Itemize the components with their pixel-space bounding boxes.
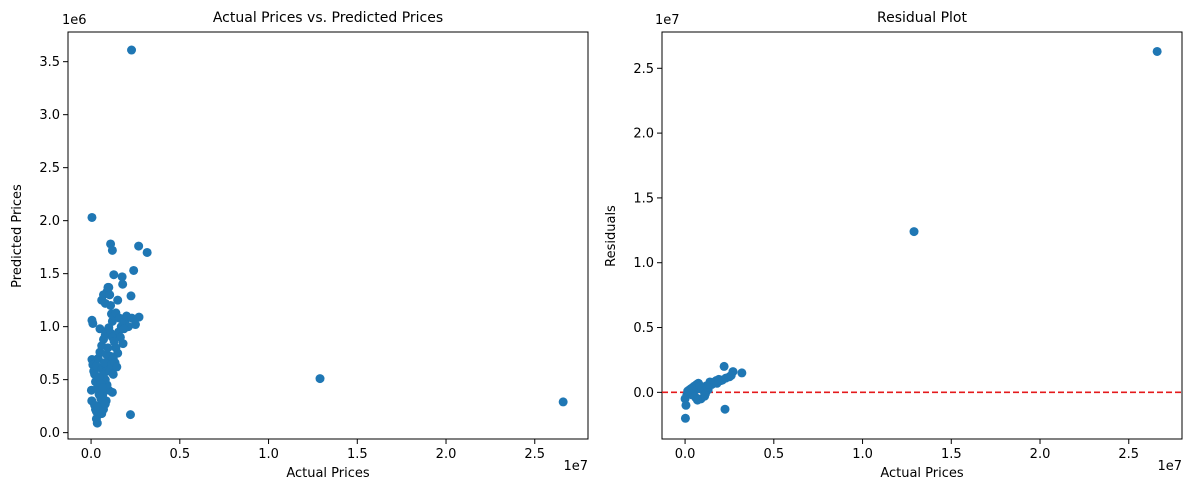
- points-left: [86, 45, 568, 428]
- scatter-point-left: [134, 241, 144, 251]
- y-tick-label-left: 1.5: [39, 267, 60, 282]
- scatter-point-left: [108, 369, 118, 379]
- x-tick-label-right: 1.5: [941, 447, 962, 462]
- scatter-point-left: [127, 45, 137, 55]
- scatter-point-right: [737, 368, 747, 378]
- x-tick-label-right: 2.0: [1030, 447, 1051, 462]
- y-ticks-right: 0.0 0.5 1.0 1.5 2.0 2.5: [633, 62, 662, 401]
- scatter-point-left: [118, 279, 128, 289]
- y-tick-label-left: 2.5: [39, 161, 60, 176]
- scatter-point-right: [909, 227, 919, 237]
- x-tick-label-left: 1.0: [258, 447, 279, 462]
- x-tick-label-right: 0.5: [763, 447, 784, 462]
- scatter-point-left: [119, 324, 129, 334]
- x-tick-label-right: 0.0: [675, 447, 696, 462]
- x-tick-label-right: 2.5: [1118, 447, 1139, 462]
- x-tick-label-left: 2.0: [436, 447, 457, 462]
- chart-right: Residual Plot Actual Prices Residuals 1e…: [604, 10, 1183, 481]
- scatter-point-right: [680, 413, 690, 423]
- x-axis-label-right: Actual Prices: [880, 466, 964, 481]
- scatter-point-left: [95, 324, 105, 334]
- y-tick-label-left: 0.5: [39, 373, 60, 388]
- scatter-point-left: [112, 362, 122, 372]
- scatter-point-right: [720, 404, 730, 414]
- scatter-point-left: [142, 247, 152, 257]
- scatter-point-left: [113, 295, 123, 305]
- scatter-point-left: [106, 300, 116, 310]
- scatter-point-left: [126, 291, 136, 301]
- scatter-point-left: [88, 318, 98, 328]
- y-axis-label-right: Residuals: [604, 205, 619, 267]
- scatter-point-left: [315, 374, 325, 384]
- x-tick-label-left: 0.5: [169, 447, 190, 462]
- scatter-point-left: [99, 358, 109, 368]
- scatter-point-left: [105, 290, 115, 300]
- scatter-point-left: [130, 320, 140, 330]
- chart-left: Actual Prices vs. Predicted Prices Actua…: [10, 10, 589, 481]
- scatter-point-right: [681, 400, 691, 410]
- y-tick-label-right: 0.5: [633, 321, 654, 336]
- y-tick-label-right: 2.5: [633, 62, 654, 77]
- scatter-point-left: [87, 212, 97, 222]
- y-tick-label-right: 2.0: [633, 127, 654, 142]
- y-offset-label-left: 1e6: [62, 13, 87, 28]
- scatter-point-left: [109, 270, 119, 280]
- x-offset-label-left: 1e7: [563, 459, 588, 474]
- y-tick-label-left: 1.0: [39, 320, 60, 335]
- x-ticks-left: 0.0 0.5 1.0 1.5 2.0 2.5: [81, 439, 545, 462]
- y-offset-label-right: 1e7: [655, 13, 680, 28]
- y-tick-label-right: 1.0: [633, 256, 654, 271]
- y-ticks-left: 0.0 0.5 1.0 1.5 2.0 2.5 3.0 3.5: [39, 55, 68, 441]
- scatter-point-right: [1152, 46, 1162, 56]
- scatter-point-right: [719, 361, 729, 371]
- scatter-point-left: [129, 265, 139, 275]
- x-tick-label-left: 2.5: [524, 447, 545, 462]
- y-tick-label-left: 0.0: [39, 426, 60, 441]
- x-tick-label-left: 0.0: [81, 447, 102, 462]
- y-tick-label-left: 3.5: [39, 55, 60, 70]
- scatter-point-left: [103, 343, 113, 353]
- x-offset-label-right: 1e7: [1157, 459, 1182, 474]
- points-right: [680, 46, 1162, 423]
- plot-area-right: [661, 31, 1183, 440]
- x-ticks-right: 0.0 0.5 1.0 1.5 2.0 2.5: [675, 439, 1139, 462]
- y-tick-label-right: 1.5: [633, 191, 654, 206]
- x-tick-label-left: 1.5: [347, 447, 368, 462]
- y-tick-label-right: 0.0: [633, 386, 654, 401]
- scatter-point-left: [558, 397, 568, 407]
- scatter-point-left: [134, 312, 144, 322]
- scatter-point-left: [92, 418, 102, 428]
- scatter-point-left: [117, 272, 127, 282]
- scatter-point-left: [125, 410, 135, 420]
- scatter-point-left: [98, 383, 108, 393]
- plot-area-left: [67, 31, 589, 440]
- chart-title-left: Actual Prices vs. Predicted Prices: [213, 10, 443, 26]
- scatter-point-left: [104, 282, 114, 292]
- y-tick-label-left: 2.0: [39, 214, 60, 229]
- x-tick-label-right: 1.0: [852, 447, 873, 462]
- scatter-point-left: [100, 399, 110, 409]
- scatter-point-left: [107, 245, 117, 255]
- x-axis-label-left: Actual Prices: [286, 466, 370, 481]
- scatter-point-right: [726, 370, 736, 380]
- chart-title-right: Residual Plot: [877, 10, 967, 26]
- y-axis-label-left: Predicted Prices: [10, 184, 25, 288]
- y-tick-label-left: 3.0: [39, 108, 60, 123]
